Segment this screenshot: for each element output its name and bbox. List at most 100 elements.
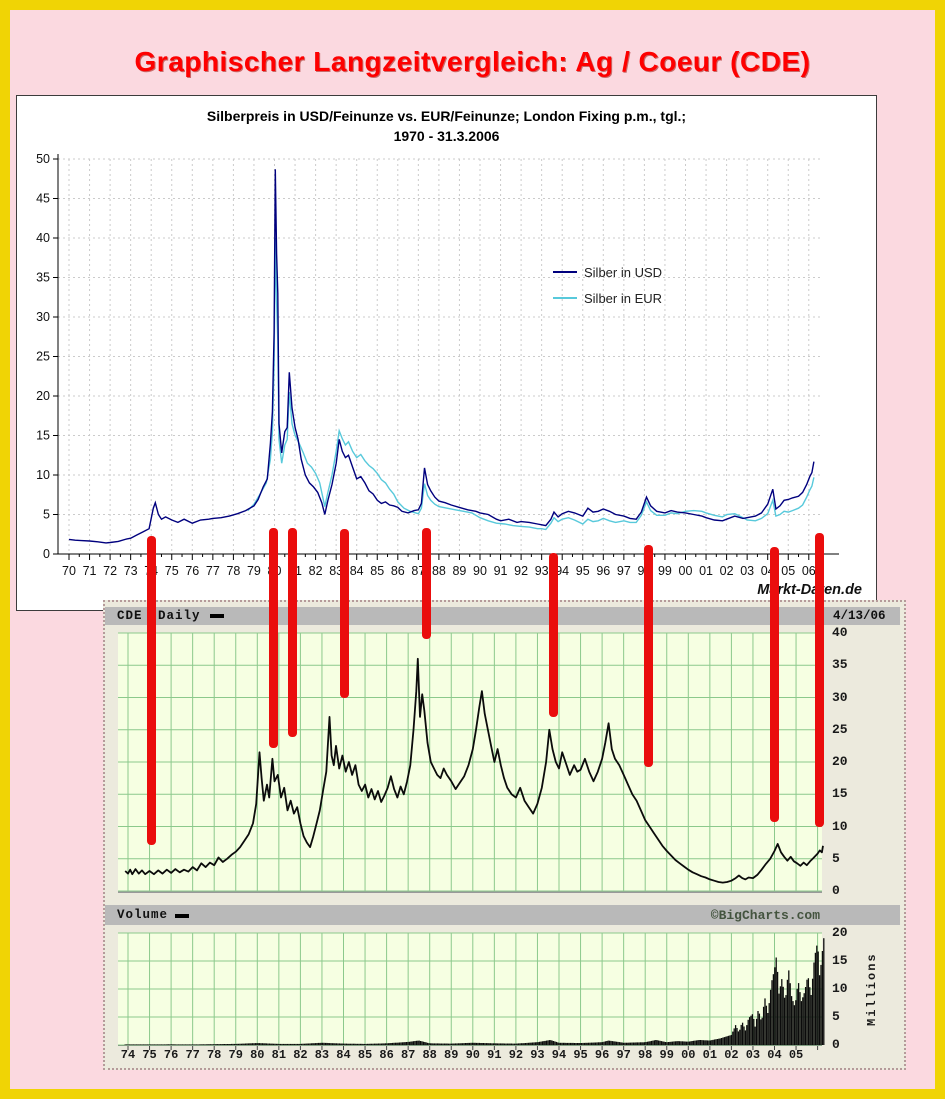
cde-xtick-label: 95 [573,1048,588,1062]
silver-xtick-label: 06 [802,564,816,578]
silver-xtick-label: 73 [124,564,138,578]
silver-xtick-label: 03 [740,564,754,578]
silver-xtick-label: 02 [720,564,734,578]
silver-ytick-label: 10 [36,468,50,482]
price-ytick-label: 20 [832,754,848,769]
volume-axis-unit: Millions [865,952,879,1026]
silver-xtick-label: 71 [83,564,97,578]
usd-line-swatch-icon [553,271,577,273]
silver-xtick-label: 93 [535,564,549,578]
volume-ytick-label: 0 [832,1037,840,1052]
silver-ytick-label: 20 [36,389,50,403]
cde-header-bar: CDE Daily 4/13/06 [105,607,900,625]
cde-xtick-label: 92 [508,1048,524,1062]
watermark-markt-daten: Markt-Daten.de [757,582,862,598]
cde-xtick-label: 76 [163,1048,179,1062]
cde-xtick-label: 98 [637,1048,653,1062]
cde-xtick-label: 02 [724,1048,739,1062]
silver-ytick-label: 0 [43,547,50,561]
silver-xtick-label: 05 [781,564,795,578]
silver-chart-panel: 0510152025303540455070717273747576777879… [16,95,877,611]
cde-xtick-label: 97 [616,1048,631,1062]
volume-ytick-label: 20 [832,925,848,940]
cde-xtick-label: 80 [250,1048,265,1062]
silver-xtick-label: 86 [391,564,405,578]
volume-header-bar: Volume ©BigCharts.com [105,905,900,925]
cde-xtick-label: 87 [400,1048,416,1062]
cde-xtick-label: 05 [788,1048,804,1062]
silver-xtick-label: 88 [432,564,446,578]
red-marker-bar-06 [815,533,824,827]
series-line-1 [247,237,815,531]
cde-xtick-label: 78 [206,1048,222,1062]
silver-xtick-label: 99 [658,564,672,578]
price-ytick-label: 25 [832,721,848,737]
silver-xtick-label: 92 [514,564,528,578]
silver-xtick-label: 87 [411,564,425,578]
silver-xtick-label: 91 [494,564,508,578]
legend-item-eur: Silber in EUR [553,285,662,311]
cde-xtick-label: 04 [767,1048,782,1062]
volume-ytick-label: 10 [832,981,848,996]
cde-xtick-label: 84 [336,1048,351,1062]
bigcharts-copyright: ©BigCharts.com [710,908,820,923]
cde-xtick-label: 79 [228,1048,243,1062]
silver-chart-legend: Silber in USD Silber in EUR [553,259,662,311]
silver-ytick-label: 30 [36,310,50,324]
silver-xtick-label: 85 [370,564,384,578]
silver-xtick-label: 75 [165,564,179,578]
silver-ytick-label: 5 [43,508,50,522]
silver-xtick-label: 79 [247,564,261,578]
price-ytick-label: 35 [832,657,848,673]
red-marker-bar-83 [340,529,349,698]
cde-xtick-label: 75 [142,1048,157,1062]
cde-xtick-label: 96 [594,1048,610,1062]
cde-price-line [124,657,824,884]
cde-xtick-label: 86 [379,1048,394,1062]
eur-line-swatch-icon [553,297,577,299]
red-marker-bar-74 [147,536,156,845]
silver-ytick-label: 25 [36,350,50,364]
price-ytick-label: 30 [832,689,848,705]
cde-xtick-label: 77 [185,1048,200,1062]
red-marker-bar-04 [770,547,779,822]
silver-xtick-label: 01 [699,564,713,578]
silver-xtick-label: 94 [555,564,569,578]
silver-xtick-label: 78 [226,564,240,578]
cde-xtick-label: 03 [745,1048,761,1062]
cde-xtick-label: 89 [444,1048,459,1062]
red-marker-bar-98 [644,545,653,767]
volume-ytick-label: 15 [832,953,848,968]
price-ytick-label: 10 [832,818,848,834]
silver-xtick-label: 77 [206,564,220,578]
cde-xtick-label: 00 [681,1048,696,1062]
silver-xtick-label: 89 [452,564,466,578]
cde-symbol-label: CDE [117,609,143,623]
volume-ytick-label: 5 [832,1009,840,1024]
price-ytick-label: 5 [832,850,840,866]
cde-xtick-label: 83 [314,1048,330,1062]
silver-xtick-label: 83 [329,564,343,578]
price-ytick-label: 0 [832,883,840,898]
price-ytick-label: 40 [832,625,848,640]
series-line-0 [68,169,815,544]
cde-xtick-label: 85 [357,1048,373,1062]
cde-xtick-label: 01 [702,1048,718,1062]
cde-xtick-label: 82 [293,1048,308,1062]
silver-ytick-label: 15 [36,429,50,443]
silver-chart-subtitle: 1970 - 31.3.2006 [393,128,500,144]
red-marker-bar-87 [422,528,431,639]
silver-ytick-label: 35 [36,271,50,285]
silver-xtick-label: 96 [596,564,610,578]
silver-ytick-label: 50 [36,152,50,166]
red-marker-bar-80 [269,528,278,748]
legend-label-eur: Silber in EUR [584,290,663,306]
red-marker-bar-81 [288,528,297,737]
cde-chart-box: CDE Daily 4/13/06 Volume ©BigCharts.com … [103,600,906,1070]
cde-xtick-label: 90 [465,1048,480,1062]
legend-label-usd: Silber in USD [584,264,663,280]
cde-xtick-label: 88 [422,1048,437,1062]
silver-ytick-label: 45 [36,192,50,206]
silver-xtick-label: 95 [576,564,590,578]
silver-xtick-label: 72 [103,564,117,578]
